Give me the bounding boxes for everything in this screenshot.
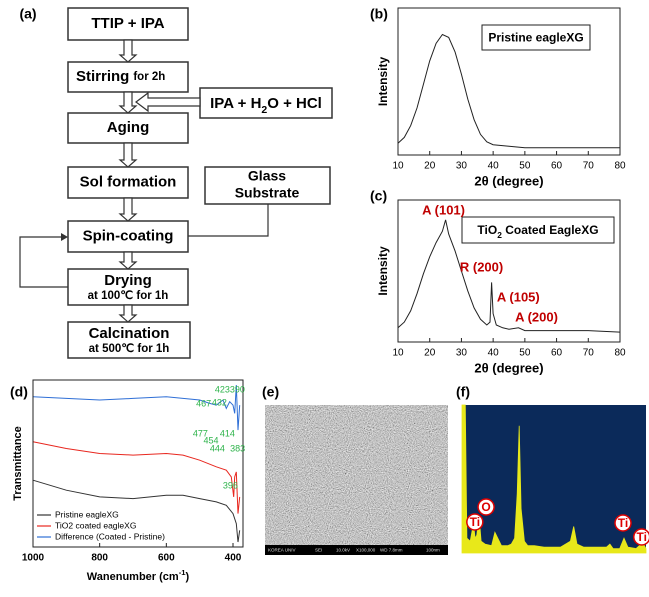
legend-label: Pristine eagleXG [55,509,119,519]
legend-text-part: Pristine eagleXG [488,31,583,45]
step-text: Sol formation [80,173,177,190]
step-note: at 100℃ for 1h [88,289,169,302]
substrate-text: Substrate [235,185,300,201]
x-tick-label: 10 [392,348,404,359]
data-line [398,35,620,148]
x-tick-label: 30 [456,161,468,172]
peak-label: R (200) [460,259,503,274]
peak-label: 390 [230,384,245,394]
legend-label: TiO2 coated eagleXG [55,520,136,530]
peak-label: 396 [223,480,238,490]
element-label: Ti [470,515,480,529]
substrate-text: Glass [248,168,286,184]
x-tick-label: 20 [424,348,436,359]
x-tick-label: 80 [614,348,626,359]
peak-label: 383 [230,443,245,453]
panel-label: (b) [370,6,388,22]
x-axis-label: 2θ (degree) [474,173,543,188]
element-label: Ti [636,530,646,544]
x-tick-label: 800 [91,553,108,564]
x-tick-label: 50 [519,161,531,172]
flow-arrow [120,143,136,167]
x-tick-label: 1000 [22,553,45,564]
x-tick-label: 70 [583,161,595,172]
additive-text-part: O + HCl [267,95,322,112]
data-line [33,442,240,514]
peak-label: A (105) [497,289,540,304]
flow-arrow [120,40,136,62]
step-text: Stirring for 2h [76,68,165,85]
panel-label: (f) [456,384,470,400]
x-axis-label: 2θ (degree) [474,360,543,375]
flow-arrow [120,198,136,221]
step-text: Aging [107,119,150,136]
step-note: at 500℃ for 1h [89,342,170,355]
step-text-main: TTIP + IPA [91,15,164,32]
element-label: Ti [618,516,628,530]
legend-text-part: TiO [477,223,497,237]
y-axis-label: Transmittance [12,426,24,501]
panel-label: (c) [370,188,387,204]
step-text: Spin-coating [83,227,174,244]
peak-label: A (200) [515,309,558,324]
x-axis-label-part: ) [186,571,190,583]
figure: (a) TTIP + IPA Stirring for 2h Aging Sol form… [0,0,649,592]
peak-label: 414 [220,428,235,438]
legend-text: Pristine eagleXG [488,31,583,45]
sem-footer-text: WD 7.8mm [380,548,403,553]
x-tick-label: 50 [519,348,531,359]
loop-arrowhead [61,233,68,241]
step-text: Drying [104,272,152,289]
plot-background [462,405,646,553]
legend-label: Difference (Coated - Pristine) [55,531,165,541]
step-text: TTIP + IPA [91,15,164,32]
x-axis-label: Wanenumber (cm-1) [87,568,190,583]
step-note: for 2h [133,71,165,83]
x-tick-label: 60 [551,161,563,172]
connector [188,204,268,236]
x-tick-label: 40 [488,161,500,172]
x-tick-label: 20 [424,161,436,172]
x-tick-label: 70 [583,348,595,359]
step-text: Calcination [89,325,170,342]
x-tick-label: 400 [225,553,242,564]
panel-label: (e) [262,384,279,400]
flow-arrow [120,252,136,269]
additive-text-part: IPA + H [210,95,261,112]
x-tick-label: 40 [488,348,500,359]
y-axis-label: Intensity [376,57,390,107]
sem-footer-text: KOREA UNIV [268,548,296,553]
loop-line [20,237,68,287]
x-tick-label: 60 [551,348,563,359]
step-text-main: Spin-coating [83,227,174,244]
peak-label: 423 [215,384,230,394]
flow-arrow [120,305,136,322]
peak-label: 444 [210,443,225,453]
sem-footer-text: SEI [315,548,322,553]
x-tick-label: 10 [392,161,404,172]
peak-label: 432 [212,397,227,407]
x-axis-label-part: Wanenumber (cm [87,571,179,583]
x-tick-label: 600 [158,553,175,564]
step-text-main: Stirring [76,68,129,85]
flow-arrow [120,92,136,113]
sem-image [265,405,448,545]
sem-footer-text: 100nm [426,548,440,553]
peak-label: A (101) [422,202,465,217]
x-tick-label: 30 [456,348,468,359]
element-label: O [481,500,490,514]
panel-label: (d) [10,384,28,400]
legend-text-part: Coated EagleXG [502,223,599,237]
sem-footer-text: X100,000 [356,548,376,553]
additive-arrow [136,93,200,111]
panel-label: (a) [19,6,36,22]
sem-footer-text: 10.0kV [336,548,350,553]
x-tick-label: 80 [614,161,626,172]
step-text-main: Sol formation [80,173,177,190]
step-text-main: Aging [107,119,150,136]
peak-label: 467 [196,398,211,408]
y-axis-label: Intensity [376,246,390,296]
